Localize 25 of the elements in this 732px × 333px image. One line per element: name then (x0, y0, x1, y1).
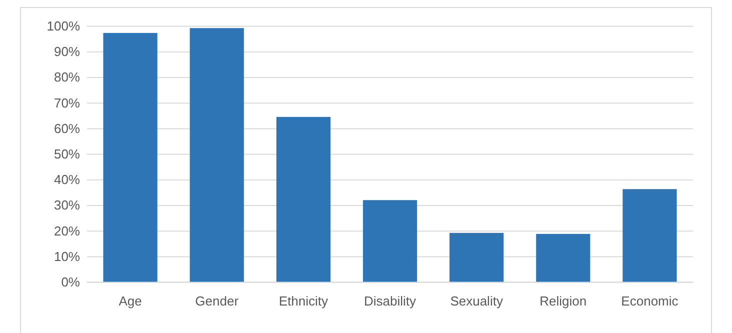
bar (103, 32, 158, 282)
x-tick-label: Gender (195, 294, 240, 309)
y-tick-label: 60% (54, 120, 80, 136)
bar (276, 116, 330, 282)
x-tick-label: Religion (540, 294, 587, 309)
bar (622, 189, 677, 282)
y-tick-label: 40% (54, 172, 80, 188)
x-tick-label: Economic (621, 294, 679, 309)
y-tick-label: 70% (54, 95, 80, 110)
bar (536, 234, 590, 282)
x-tick-label: Sexuality (450, 294, 504, 309)
x-tick-label: Age (118, 294, 142, 309)
y-tick-label: 100% (46, 18, 80, 34)
x-tick-label: Ethnicity (278, 294, 328, 309)
bar (450, 232, 504, 282)
y-tick-label: 0% (61, 274, 80, 290)
y-tick-label: 50% (54, 146, 80, 162)
y-tick-label: 80% (54, 70, 80, 85)
y-tick-label: 20% (54, 223, 80, 238)
bar (190, 28, 244, 282)
y-tick-label: 10% (54, 248, 80, 264)
x-tick-label: Disability (364, 294, 417, 309)
y-tick-label: 30% (54, 198, 80, 213)
bar (362, 200, 418, 282)
y-tick-label: 90% (54, 44, 80, 60)
